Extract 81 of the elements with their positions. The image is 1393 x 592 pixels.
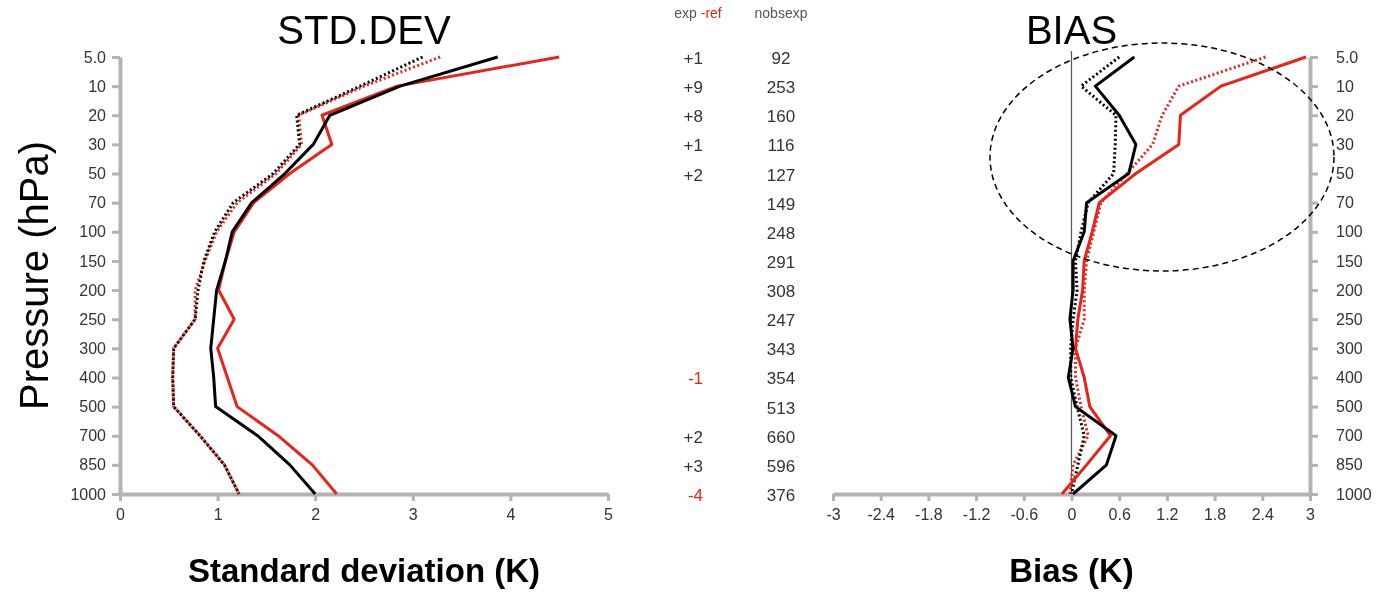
text: 116 bbox=[767, 136, 795, 156]
x-axis-title: Standard deviation (K) bbox=[187, 552, 541, 589]
y-tick-label: 30 bbox=[1336, 136, 1354, 154]
text: 343 bbox=[766, 340, 796, 360]
x-tick-label: -1.8 bbox=[915, 506, 943, 524]
y-tick-label: 20 bbox=[88, 106, 107, 124]
y-tick-label: 250 bbox=[79, 310, 107, 328]
text: +8 bbox=[683, 107, 703, 127]
x-tick-label: 0.6 bbox=[1108, 506, 1131, 524]
y-tick-label: 30 bbox=[88, 136, 107, 154]
text: 354 bbox=[766, 369, 796, 389]
y-tick-label: 850 bbox=[1336, 456, 1363, 474]
x-tick-label: -3 bbox=[826, 506, 841, 524]
x-tick-label: -1.2 bbox=[962, 506, 991, 524]
y-tick-label: 70 bbox=[1336, 194, 1354, 212]
x-axis-title: Bias (K) bbox=[1009, 552, 1134, 589]
y-tick-label: 250 bbox=[1336, 310, 1363, 328]
text: 248 bbox=[766, 223, 796, 243]
x-tick-label: 3 bbox=[408, 506, 418, 524]
y-tick-label: 150 bbox=[1336, 252, 1363, 270]
y-axis-title: Pressure (hPa) bbox=[12, 141, 56, 410]
text: +2 bbox=[683, 165, 703, 185]
chart-title: STD.DEV bbox=[277, 8, 451, 52]
y-tick-label: 5.0 bbox=[83, 48, 107, 66]
x-tick-label: -0.6 bbox=[1010, 506, 1039, 524]
y-tick-label: 700 bbox=[1336, 427, 1363, 445]
x-tick-label: 3 bbox=[1306, 506, 1316, 524]
text: 149 bbox=[766, 194, 796, 214]
text: 291 bbox=[766, 252, 796, 272]
y-tick-label: 1000 bbox=[1336, 485, 1372, 503]
y-tick-label: 100 bbox=[1336, 223, 1363, 241]
text: 596 bbox=[766, 456, 796, 476]
y-tick-label: 500 bbox=[79, 398, 107, 416]
text: -1 bbox=[687, 369, 703, 389]
y-tick-label: 200 bbox=[79, 281, 107, 299]
x-tick-label: 1.2 bbox=[1156, 506, 1179, 524]
y-tick-label: 10 bbox=[1336, 77, 1354, 95]
y-tick-label: 200 bbox=[1336, 281, 1363, 299]
text: 513 bbox=[766, 398, 796, 418]
y-tick-label: 850 bbox=[79, 456, 107, 474]
text: 660 bbox=[766, 427, 796, 447]
text: 308 bbox=[766, 282, 796, 302]
x-tick-label: 4 bbox=[506, 506, 516, 524]
text: 253 bbox=[766, 78, 796, 98]
y-tick-label: 150 bbox=[79, 252, 107, 270]
text: 92 bbox=[771, 49, 791, 68]
x-tick-label: 1 bbox=[213, 506, 223, 524]
x-tick-label: 1.8 bbox=[1203, 506, 1227, 524]
y-tick-label: 70 bbox=[88, 194, 107, 212]
text: 127 bbox=[766, 165, 796, 185]
text: 160 bbox=[766, 107, 796, 127]
text: +1 bbox=[683, 136, 703, 156]
y-tick-label: 10 bbox=[88, 77, 107, 95]
y-tick-label: 100 bbox=[79, 223, 107, 241]
text: +1 bbox=[683, 49, 703, 68]
y-tick-label: 400 bbox=[1336, 369, 1363, 387]
x-tick-label: 0 bbox=[116, 506, 126, 524]
category-label: exp -ref bbox=[674, 5, 722, 21]
x-tick-label: 2.4 bbox=[1251, 506, 1275, 524]
y-tick-label: 700 bbox=[79, 427, 107, 445]
y-tick-label: 500 bbox=[1336, 398, 1363, 416]
y-tick-label: 400 bbox=[79, 369, 107, 387]
y-tick-label: 20 bbox=[1336, 106, 1354, 124]
text: 376 bbox=[766, 486, 796, 505]
text: +9 bbox=[683, 78, 703, 98]
x-tick-label: 0 bbox=[1067, 506, 1077, 524]
y-tick-label: 50 bbox=[88, 165, 107, 183]
x-tick-label: -2.4 bbox=[867, 506, 896, 524]
category-label: nobsexp bbox=[754, 5, 808, 21]
y-tick-label: 300 bbox=[79, 339, 107, 357]
y-tick-label: 1000 bbox=[70, 485, 107, 503]
text: -4 bbox=[687, 486, 703, 505]
y-tick-label: 300 bbox=[1336, 339, 1363, 357]
y-tick-label: 50 bbox=[1336, 165, 1354, 183]
text: +3 bbox=[683, 456, 703, 476]
text: 247 bbox=[766, 311, 796, 331]
x-tick-label: 5 bbox=[604, 506, 614, 524]
text: +2 bbox=[683, 427, 703, 447]
x-tick-label: 2 bbox=[311, 506, 321, 524]
y-tick-label: 5.0 bbox=[1336, 48, 1359, 66]
chart-title: BIAS bbox=[1025, 8, 1118, 52]
